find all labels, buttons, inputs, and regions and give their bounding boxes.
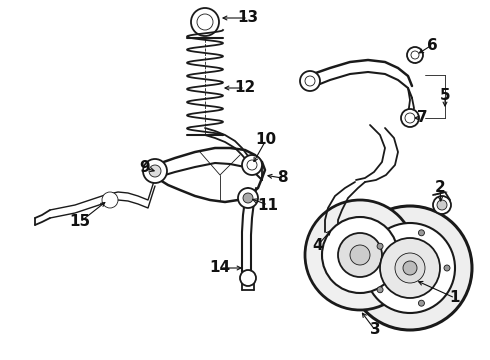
Text: 11: 11 [258,198,278,212]
Circle shape [300,71,320,91]
Circle shape [418,230,424,236]
Circle shape [322,217,398,293]
Text: 13: 13 [238,10,259,26]
Circle shape [377,243,383,249]
Circle shape [143,159,167,183]
Circle shape [403,261,417,275]
Circle shape [305,200,415,310]
Circle shape [407,47,423,63]
Text: 9: 9 [140,161,150,175]
Circle shape [395,253,425,283]
Text: 15: 15 [70,215,91,230]
Circle shape [338,233,382,277]
Text: 4: 4 [313,238,323,252]
Circle shape [348,206,472,330]
Circle shape [377,287,383,293]
Circle shape [380,238,440,298]
Circle shape [240,270,256,286]
Circle shape [433,196,451,214]
Text: 8: 8 [277,171,287,185]
Circle shape [350,245,370,265]
Circle shape [102,192,118,208]
Text: 10: 10 [255,132,276,148]
Circle shape [238,188,258,208]
Circle shape [242,155,262,175]
Text: 3: 3 [369,323,380,338]
Circle shape [418,300,424,306]
Circle shape [365,223,455,313]
Text: 14: 14 [209,261,231,275]
Text: 2: 2 [435,180,445,195]
Text: 6: 6 [427,37,438,53]
Text: 1: 1 [450,291,460,306]
Circle shape [444,265,450,271]
Text: 5: 5 [440,87,450,103]
Circle shape [149,165,161,177]
Circle shape [401,109,419,127]
Circle shape [243,193,253,203]
Text: 7: 7 [416,111,427,126]
Circle shape [437,200,447,210]
Text: 12: 12 [234,81,256,95]
